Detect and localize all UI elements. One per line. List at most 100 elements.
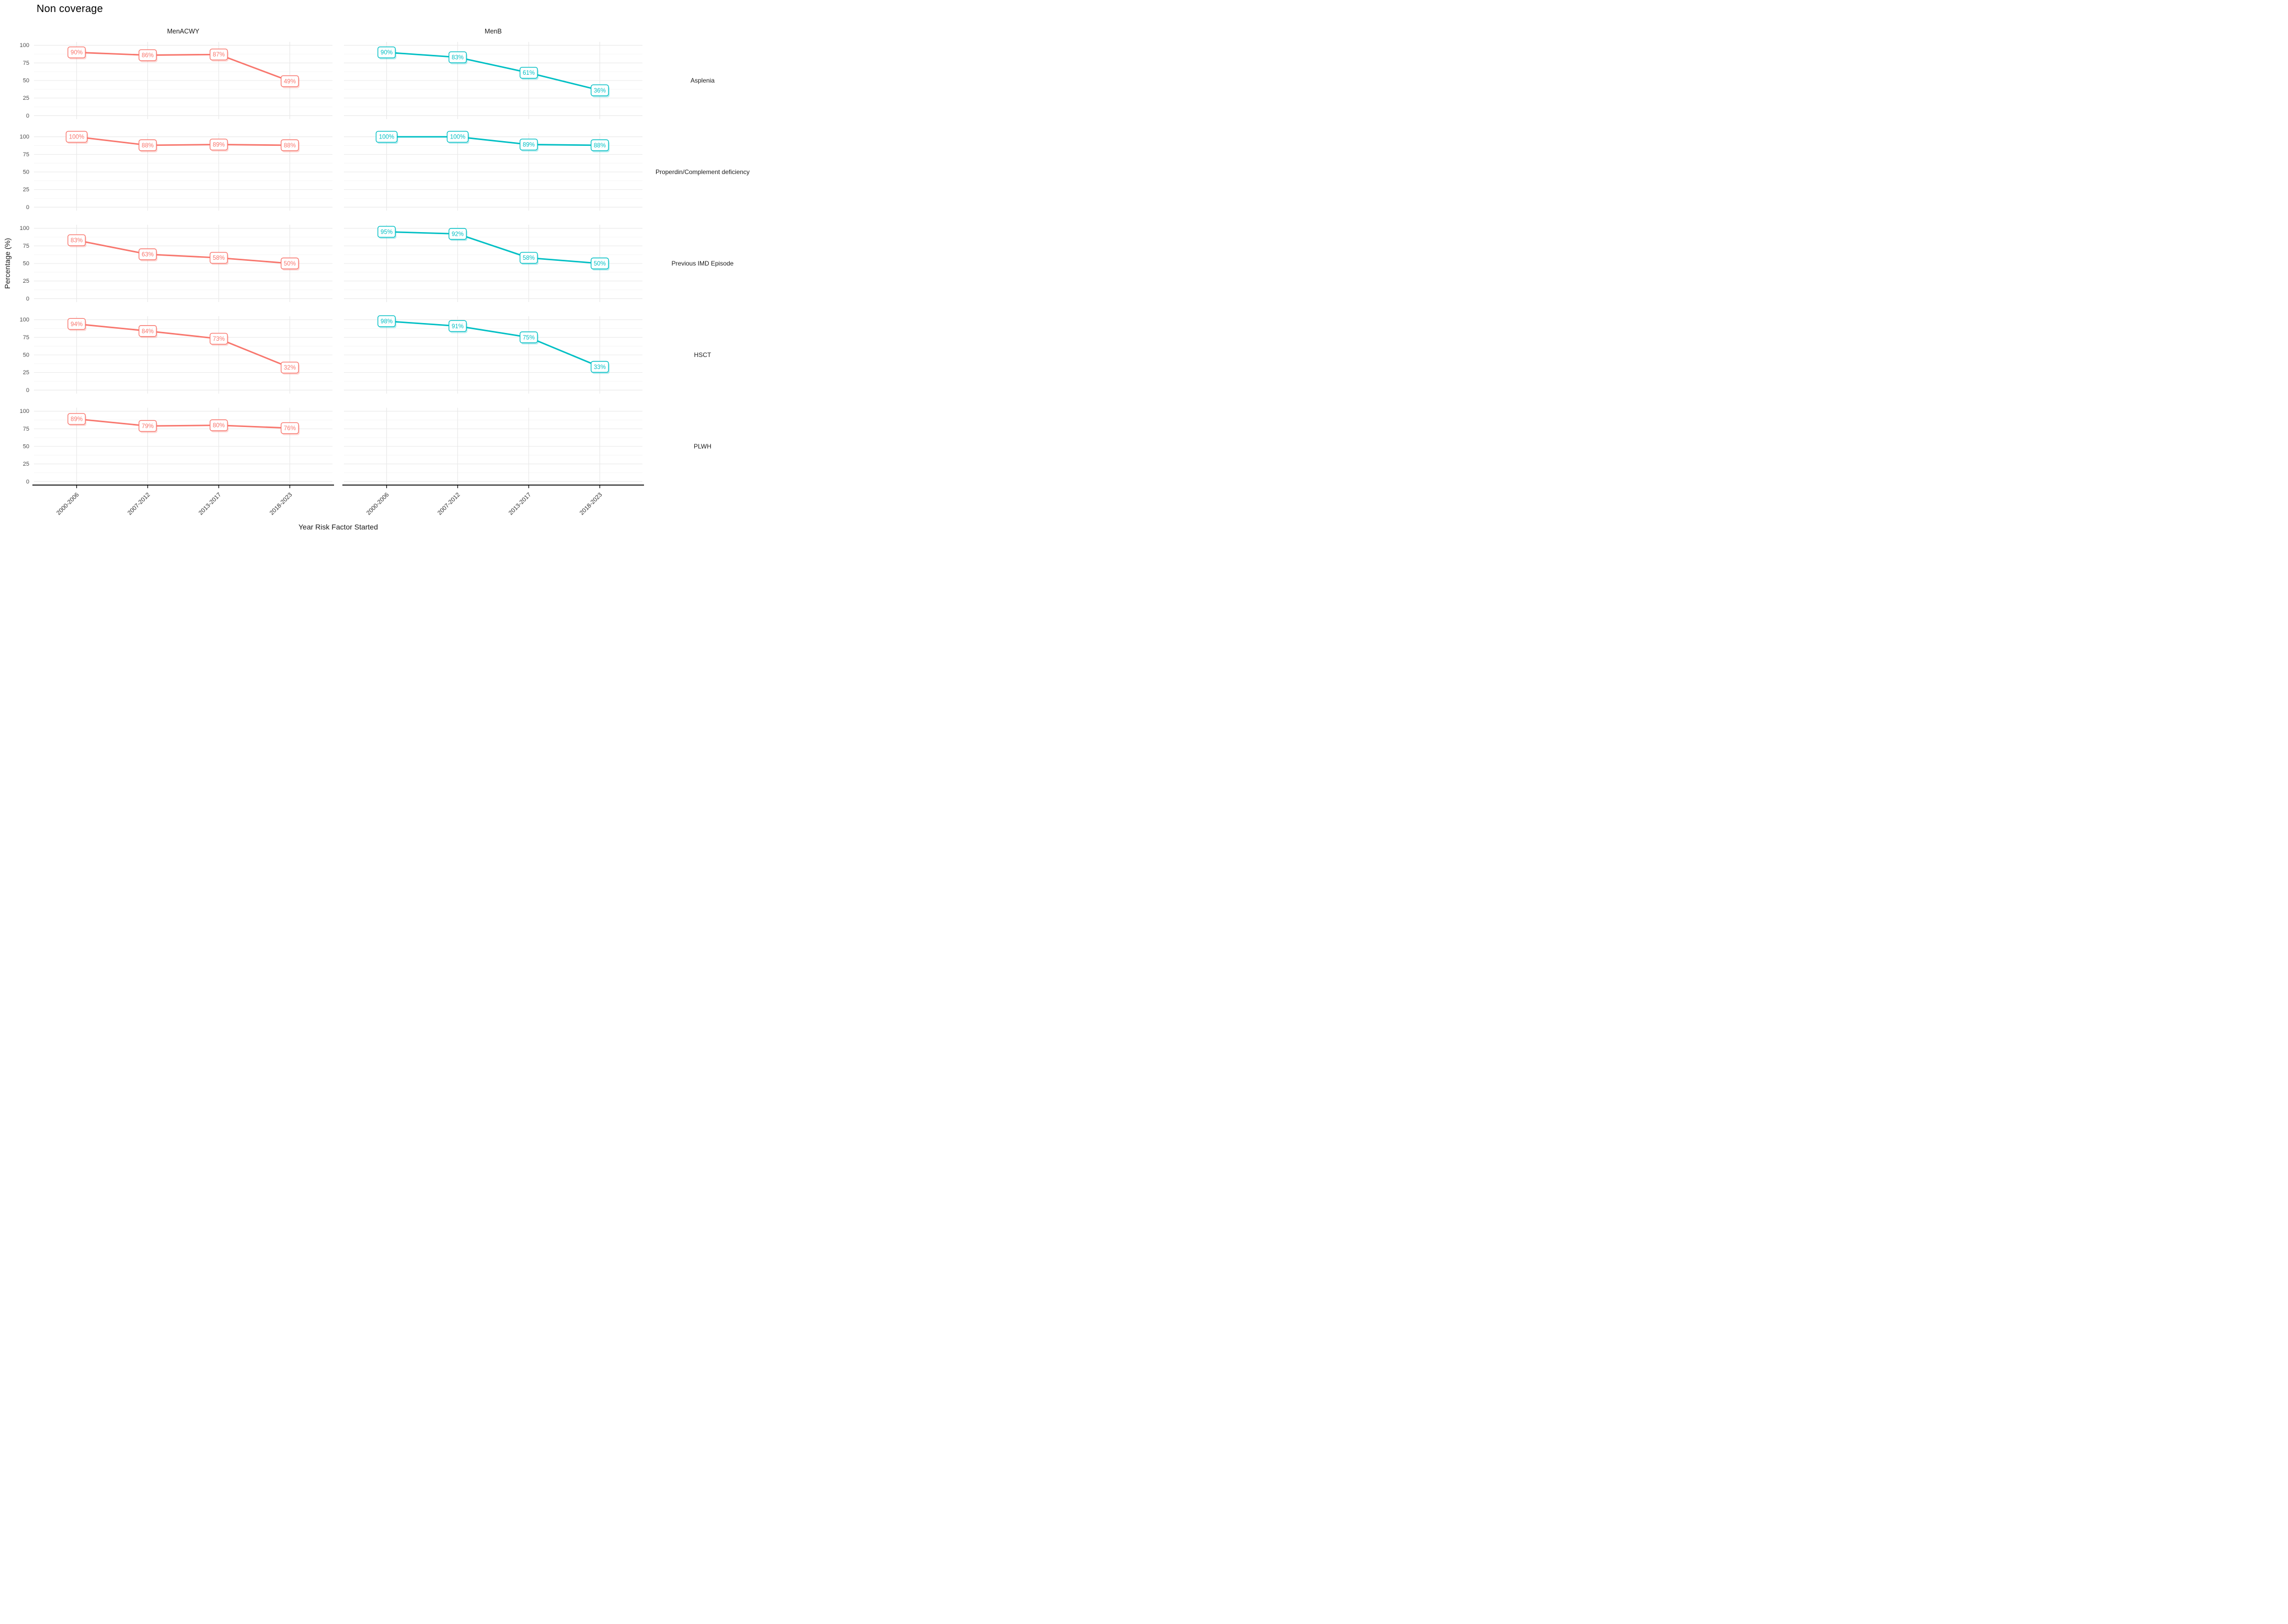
data-point-label: 83% [452, 55, 464, 61]
series-line [76, 323, 291, 368]
series-MenB: 98% 91% 75% 33% [377, 315, 610, 374]
data-point-label: 87% [213, 52, 225, 58]
series-line [386, 320, 601, 368]
data-point-label: 94% [71, 321, 83, 328]
series-line [76, 418, 291, 429]
data-label-box [67, 234, 86, 246]
data-label-box [520, 66, 538, 79]
data-label-box [377, 315, 396, 327]
data-point-label: 88% [284, 143, 296, 149]
x-tick-label: 2000-2006 [365, 492, 390, 516]
y-tick-label: 50 [23, 261, 29, 267]
y-tick-label: 0 [26, 387, 29, 394]
y-tick-label: 50 [23, 352, 29, 359]
data-label-box [281, 362, 299, 374]
x-tick-label: 2018-2023 [579, 492, 603, 516]
facet-row-label: HSCT [694, 351, 711, 359]
data-point-label: 80% [213, 423, 225, 429]
y-tick-label: 25 [23, 278, 29, 284]
x-tick-label: 2007-2012 [127, 492, 151, 516]
data-label-box [449, 320, 467, 332]
series-line [386, 231, 601, 264]
data-label-box [210, 419, 228, 431]
y-tick-label: 75 [23, 426, 29, 432]
x-tick-label: 2000-2006 [55, 492, 80, 516]
x-tick-label: 2018-2023 [269, 492, 293, 516]
data-point-label: 100% [69, 134, 84, 141]
y-tick-label: 0 [26, 296, 29, 302]
y-tick-label: 100 [20, 225, 29, 232]
y-tick-label: 0 [26, 113, 29, 119]
data-point-label: 90% [381, 50, 393, 56]
facet-panel [344, 408, 642, 485]
data-label-box [65, 131, 88, 143]
chart-page: MenACWY MenB 0 25 50 75 100 Asplenia 0 25 50 75 100 P… [0, 0, 763, 542]
data-label-box [591, 139, 609, 152]
y-tick-label: 100 [20, 317, 29, 323]
series-line [386, 136, 601, 146]
y-tick-label: 75 [23, 152, 29, 158]
data-label-box [446, 131, 469, 143]
data-point-label: 73% [213, 336, 225, 342]
data-point-label: 88% [142, 143, 154, 149]
data-point-label: 86% [142, 53, 154, 59]
x-tick-label: 2013-2017 [508, 492, 532, 516]
data-label-box [377, 226, 396, 238]
faceted-line-chart: MenACWY MenB 0 25 50 75 100 Asplenia 0 25 50 75 100 P… [20, 28, 750, 516]
data-point-label: 100% [379, 134, 394, 141]
data-point-label: 63% [142, 252, 154, 258]
data-label-box [67, 413, 86, 425]
data-label-box [520, 331, 538, 343]
data-label-box [67, 46, 86, 59]
data-label-box [139, 420, 157, 432]
data-label-box [210, 332, 228, 345]
series-line [76, 136, 291, 146]
data-label-box [210, 139, 228, 151]
facet-row-label: PLWH [694, 443, 711, 450]
series-line [76, 51, 291, 82]
y-tick-label: 25 [23, 461, 29, 467]
data-point-label: 36% [594, 88, 606, 94]
series-MenACWY: 89% 79% 80% 76% [67, 413, 300, 435]
y-tick-label: 100 [20, 408, 29, 414]
data-point-label: 50% [594, 261, 606, 267]
data-label-box [139, 325, 157, 337]
data-label-box [139, 49, 157, 61]
series-MenB: 95% 92% 58% 50% [377, 226, 610, 271]
data-point-label: 89% [523, 142, 535, 148]
data-label-box [520, 139, 538, 151]
data-point-label: 84% [142, 328, 154, 335]
x-tick-label: 2013-2017 [198, 492, 222, 516]
data-label-box [139, 139, 157, 152]
data-point-label: 92% [452, 231, 464, 237]
y-tick-label: 50 [23, 169, 29, 176]
x-tick-label: 2007-2012 [436, 492, 461, 516]
y-tick-label: 75 [23, 243, 29, 249]
y-tick-label: 50 [23, 78, 29, 84]
y-tick-label: 25 [23, 95, 29, 101]
data-point-label: 90% [71, 50, 83, 56]
data-label-box [67, 318, 86, 330]
series-MenACWY: 90% 86% 87% 49% [67, 46, 300, 88]
facet-panel [344, 316, 642, 394]
x-axis-title: Year Risk Factor Started [298, 523, 378, 531]
facet-row-label: Properdin/Complement deficiency [656, 168, 750, 176]
facet-column-header: MenB [485, 28, 502, 35]
y-tick-label: 75 [23, 335, 29, 341]
facet-panel [344, 133, 642, 211]
data-point-label: 75% [523, 335, 535, 341]
series-MenB: 100% 100% 89% 88% [375, 131, 610, 153]
data-label-box [591, 361, 609, 373]
y-tick-label: 25 [23, 187, 29, 193]
data-point-label: 95% [381, 229, 393, 235]
y-axis-title: Percentage (%) [3, 238, 12, 289]
data-point-label: 88% [594, 143, 606, 149]
data-label-box [520, 252, 538, 264]
data-point-label: 61% [523, 70, 535, 76]
data-point-label: 79% [142, 423, 154, 430]
data-point-label: 58% [213, 255, 225, 261]
facet-row-label: Asplenia [691, 77, 715, 84]
series-line [76, 239, 291, 264]
series-MenACWY: 83% 63% 58% 50% [67, 234, 300, 271]
series-MenB: 90% 83% 61% 36% [377, 46, 610, 98]
